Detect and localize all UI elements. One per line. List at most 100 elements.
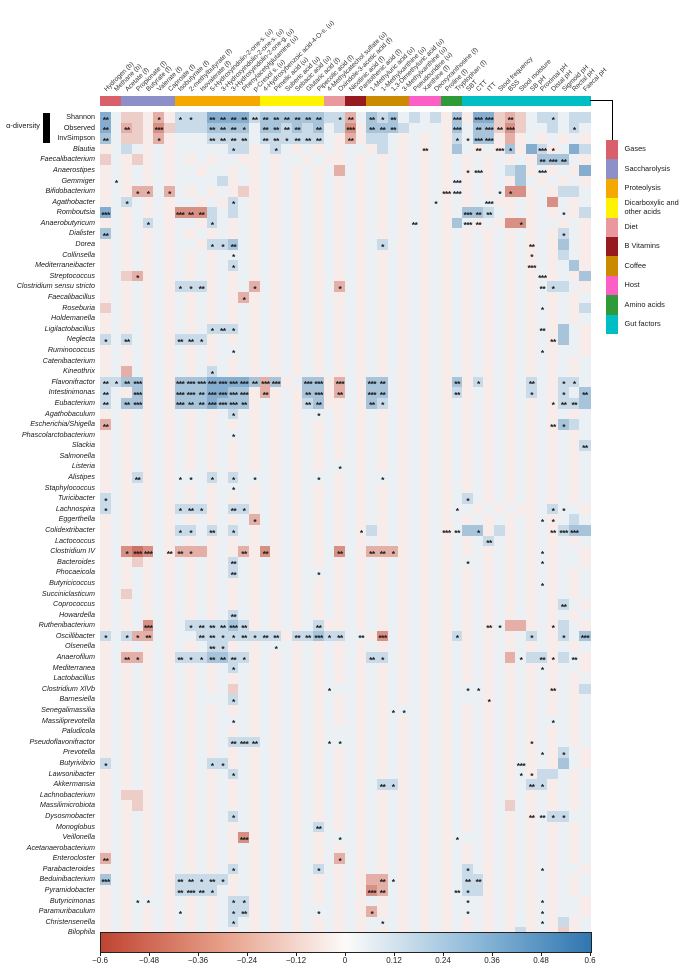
heatmap-cell: *** [153, 122, 165, 134]
legend-item: Amino acids [606, 295, 684, 315]
category-bar-segment [462, 96, 474, 106]
heatmap-cell [462, 599, 474, 611]
heatmap-cell [579, 736, 591, 748]
heatmap-cell [366, 705, 378, 717]
significance-stars: ** [315, 135, 322, 146]
heatmap-cell [472, 800, 484, 812]
heatmap-cell [451, 535, 463, 547]
heatmap-cell: * [536, 895, 548, 907]
heatmap-cell: ** [238, 906, 250, 918]
heatmap-cell [355, 292, 367, 304]
heatmap-cell [153, 249, 165, 261]
heatmap-cell [142, 249, 154, 261]
heatmap-cell [259, 863, 271, 875]
heatmap-cell [408, 112, 421, 124]
heatmap-cell [579, 461, 591, 473]
heatmap-cell [217, 461, 229, 473]
heatmap-cell [387, 535, 399, 547]
heatmap-cell [366, 535, 378, 547]
heatmap-cell [238, 164, 250, 177]
significance-stars: * [562, 506, 566, 517]
heatmap-cell [227, 419, 239, 431]
heatmap-cell [515, 789, 527, 801]
significance-stars: ** [305, 633, 311, 644]
significance-stars: *** [133, 400, 142, 411]
heatmap-cell [131, 323, 144, 335]
heatmap-cell: *** [195, 376, 208, 389]
heatmap-cell [579, 567, 591, 579]
heatmap-cell [494, 821, 506, 833]
heatmap-cell [185, 133, 197, 145]
significance-stars: *** [474, 135, 483, 146]
heatmap-cell [206, 832, 218, 844]
heatmap-cell [440, 789, 453, 801]
heatmap-cell [366, 916, 378, 928]
heatmap-cell [227, 577, 239, 590]
heatmap-cell [227, 514, 239, 526]
heatmap-cell [281, 482, 293, 494]
heatmap-cell [494, 874, 506, 886]
heatmap-cell: ** [217, 122, 229, 134]
heatmap-cell [472, 461, 484, 473]
heatmap-cell [110, 207, 122, 219]
heatmap-cell [504, 916, 516, 928]
heatmap-cell [547, 376, 559, 388]
heatmap-cell: * [227, 260, 239, 272]
heatmap-cell [131, 768, 144, 780]
heatmap-cell [462, 705, 474, 717]
heatmap-cell [195, 112, 208, 124]
heatmap-cell: ** [334, 546, 346, 558]
heatmap-cell [302, 344, 314, 357]
heatmap-cell [313, 514, 325, 526]
heatmap-cell: ** [472, 122, 484, 134]
heatmap-cell [270, 154, 282, 166]
heatmap-cell [195, 482, 208, 494]
heatmap-cell [259, 620, 271, 632]
heatmap-cell [334, 302, 346, 314]
significance-stars: * [200, 336, 203, 347]
significance-stars: ** [305, 400, 311, 411]
heatmap-cell [323, 567, 335, 579]
heatmap-cell [270, 768, 282, 780]
heatmap-cell [558, 863, 570, 875]
heatmap-cell [163, 599, 176, 611]
heatmap-cell [419, 546, 431, 558]
heatmap-cell [536, 175, 548, 187]
heatmap-cell [568, 302, 580, 314]
significance-stars: *** [367, 887, 377, 898]
heatmap-cell [206, 440, 218, 452]
category-bar-segment [323, 96, 335, 106]
heatmap-cell [281, 207, 293, 219]
heatmap-cell [249, 577, 261, 590]
heatmap-cell [110, 302, 122, 314]
heatmap-cell: ** [281, 122, 293, 134]
heatmap-cell [408, 546, 421, 558]
heatmap-cell [451, 260, 463, 272]
heatmap-cell: *** [536, 164, 548, 177]
significance-stars: * [551, 516, 555, 527]
heatmap-cell [249, 482, 261, 494]
heatmap-cell [504, 207, 516, 219]
heatmap-cell: ** [536, 281, 548, 293]
heatmap-cell [291, 482, 303, 494]
significance-stars: ** [496, 125, 503, 136]
heatmap-cell [281, 281, 293, 293]
heatmap-cell [270, 821, 282, 833]
heatmap-cell [100, 535, 112, 547]
heatmap-cell [558, 313, 570, 325]
heatmap-cell [536, 122, 548, 134]
heatmap-cell [387, 810, 399, 823]
heatmap-cell [174, 726, 186, 738]
heatmap-cell [313, 292, 325, 304]
heatmap-cell [110, 281, 122, 293]
heatmap-cell [345, 429, 357, 441]
heatmap-cell [153, 207, 165, 219]
heatmap-cell [217, 609, 229, 621]
heatmap-cell [302, 207, 314, 219]
heatmap-cell [430, 906, 442, 918]
heatmap-cell: ** [227, 503, 239, 516]
heatmap-cell [483, 567, 495, 579]
heatmap-cell [291, 450, 303, 462]
heatmap-cell [174, 821, 186, 833]
heatmap-cell [440, 768, 453, 780]
